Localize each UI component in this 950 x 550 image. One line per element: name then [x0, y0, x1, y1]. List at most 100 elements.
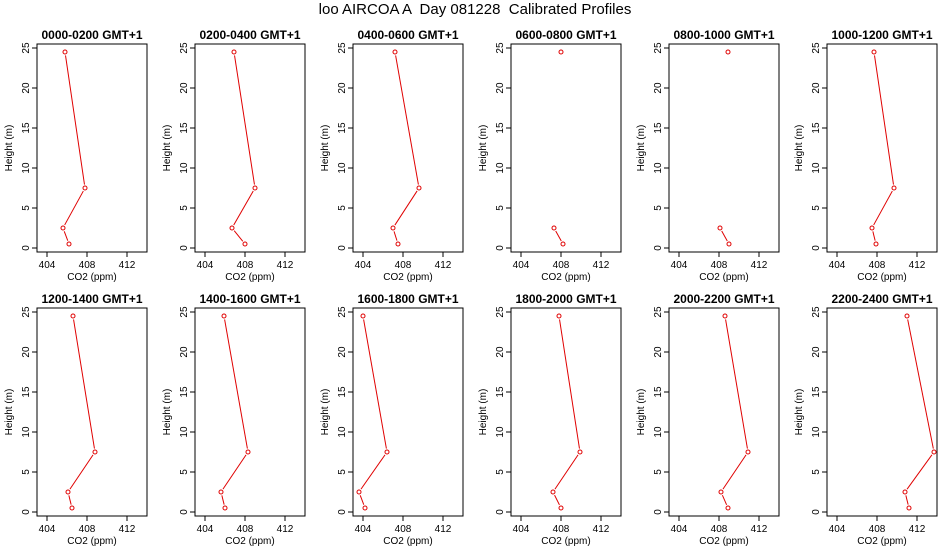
y-tick-label: 5	[653, 205, 664, 211]
y-tick-label: 5	[811, 469, 822, 475]
y-tick-label: 25	[337, 306, 348, 318]
y-tick-label: 15	[21, 386, 32, 398]
profile-panel: 1800-2000 GMT+1 404 408 412 0 5 10 15 20 25 CO2 (p…	[478, 292, 622, 547]
profile-segment	[873, 190, 893, 226]
y-tick-label: 20	[811, 82, 822, 94]
data-point	[60, 225, 66, 231]
panel-title: 0000-0200 GMT+1	[41, 28, 142, 42]
profile-segment	[722, 454, 747, 490]
y-tick-label: 25	[21, 42, 32, 54]
data-point	[62, 49, 68, 55]
x-tick-label: 404	[197, 524, 214, 535]
x-axis-label: CO2 (ppm)	[383, 536, 432, 547]
panel-title: 2000-2200 GMT+1	[673, 292, 774, 306]
panel-title: 1000-1200 GMT+1	[831, 28, 932, 42]
x-tick-label: 412	[751, 260, 768, 271]
y-tick-label: 15	[653, 122, 664, 134]
y-axis-label: Height (m)	[4, 125, 15, 172]
profile-segment	[221, 495, 225, 505]
data-point	[931, 449, 937, 455]
x-axis-label: CO2 (ppm)	[67, 272, 116, 283]
profile-panel: 0800-1000 GMT+1 404 408 412 0 5 10 15 20 25 CO2 (p…	[636, 28, 780, 283]
y-tick-label: 0	[495, 509, 506, 515]
y-tick-label: 10	[337, 426, 348, 438]
y-tick-label: 0	[653, 509, 664, 515]
profile-segment	[363, 319, 387, 449]
data-point	[871, 49, 877, 55]
plot-frame	[194, 307, 306, 517]
data-point	[551, 225, 557, 231]
panel-title: 0800-1000 GMT+1	[673, 28, 774, 42]
y-axis-label: Height (m)	[320, 125, 331, 172]
x-tick-label: 408	[395, 524, 412, 535]
plot-frame	[352, 307, 464, 517]
y-axis-label: Height (m)	[162, 389, 173, 436]
data-point	[66, 241, 72, 247]
y-tick-label: 5	[21, 205, 32, 211]
data-point	[577, 449, 583, 455]
x-tick-label: 404	[829, 260, 846, 271]
data-point	[222, 505, 228, 511]
y-tick-label: 15	[179, 122, 190, 134]
x-tick-label: 412	[435, 524, 452, 535]
y-tick-label: 10	[495, 426, 506, 438]
data-point	[722, 313, 728, 319]
x-tick-label: 404	[355, 260, 372, 271]
y-tick-label: 20	[21, 346, 32, 358]
data-point	[550, 489, 556, 495]
x-tick-label: 412	[751, 524, 768, 535]
y-tick-label: 15	[179, 386, 190, 398]
y-tick-label: 10	[495, 162, 506, 174]
y-axis-label: Height (m)	[162, 125, 173, 172]
y-tick-label: 20	[811, 346, 822, 358]
plot-frame	[826, 43, 938, 253]
y-tick-label: 15	[495, 386, 506, 398]
y-tick-label: 15	[495, 122, 506, 134]
data-point	[390, 225, 396, 231]
y-tick-label: 5	[337, 469, 348, 475]
x-axis-label: CO2 (ppm)	[67, 536, 116, 547]
x-tick-label: 412	[119, 260, 136, 271]
data-point	[558, 49, 564, 55]
x-tick-label: 408	[869, 524, 886, 535]
profile-segment	[233, 190, 254, 226]
y-tick-label: 5	[337, 205, 348, 211]
profile-segment	[395, 55, 419, 185]
panel-title: 1200-1400 GMT+1	[41, 292, 142, 306]
x-tick-label: 404	[513, 524, 530, 535]
profile-segment	[721, 230, 728, 242]
y-tick-label: 10	[21, 426, 32, 438]
y-tick-label: 0	[337, 509, 348, 515]
profile-panel: 0600-0800 GMT+1 404 408 412 0 5 10 15 20 25 CO2 (p…	[478, 28, 622, 283]
plot-frame	[826, 307, 938, 517]
y-tick-label: 20	[179, 346, 190, 358]
profile-segment	[360, 454, 386, 490]
y-tick-label: 25	[495, 306, 506, 318]
panel-title: 1800-2000 GMT+1	[515, 292, 616, 306]
profile-panel: 0400-0600 GMT+1 404 408 412 0 5 10 15 20 25 CO2 (p…	[320, 28, 464, 283]
y-tick-label: 10	[337, 162, 348, 174]
y-tick-label: 25	[811, 306, 822, 318]
x-tick-label: 404	[39, 260, 56, 271]
y-tick-label: 0	[811, 245, 822, 251]
x-tick-label: 408	[79, 524, 96, 535]
y-tick-label: 20	[337, 82, 348, 94]
x-axis-label: CO2 (ppm)	[857, 536, 906, 547]
y-tick-label: 5	[495, 205, 506, 211]
y-tick-label: 25	[653, 306, 664, 318]
data-point	[869, 225, 875, 231]
y-tick-label: 25	[21, 306, 32, 318]
data-point	[70, 313, 76, 319]
data-point	[395, 241, 401, 247]
profile-panel: 0000-0200 GMT+1 404 408 412 0 5 10 15 20 25 CO2 (p…	[4, 28, 148, 283]
x-axis-label: CO2 (ppm)	[541, 272, 590, 283]
profile-segment	[222, 454, 247, 490]
data-point	[558, 505, 564, 511]
x-tick-label: 412	[909, 524, 926, 535]
y-tick-label: 25	[495, 42, 506, 54]
y-tick-label: 20	[653, 346, 664, 358]
x-tick-label: 408	[237, 260, 254, 271]
x-tick-label: 408	[553, 524, 570, 535]
x-tick-label: 412	[277, 260, 294, 271]
profile-panel: 1400-1600 GMT+1 404 408 412 0 5 10 15 20 25 CO2 (p…	[162, 292, 306, 547]
